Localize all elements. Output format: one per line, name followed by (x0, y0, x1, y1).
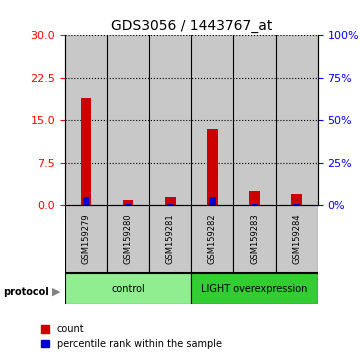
Bar (293, 204, 300, 205)
Bar (65, 273, 191, 304)
Text: GSM159284: GSM159284 (292, 213, 301, 264)
Bar (207, 129, 218, 205)
Bar (149, 205, 191, 273)
Bar (275, 205, 318, 273)
Bar (149, 35, 191, 205)
Text: ▶: ▶ (52, 287, 60, 297)
Bar (275, 35, 318, 205)
Bar (191, 273, 318, 304)
Bar (65, 205, 107, 273)
Text: control: control (111, 284, 145, 293)
Title: GDS3056 / 1443767_at: GDS3056 / 1443767_at (110, 19, 272, 33)
Text: protocol: protocol (4, 287, 49, 297)
Bar (125, 204, 131, 205)
Bar (191, 35, 234, 205)
Bar (123, 200, 134, 205)
Text: GSM159282: GSM159282 (208, 213, 217, 264)
Bar (83, 197, 89, 205)
Bar (209, 197, 216, 205)
Bar (234, 35, 275, 205)
Bar (191, 205, 234, 273)
Bar (291, 194, 302, 205)
Bar (167, 204, 173, 205)
Bar (107, 35, 149, 205)
Text: LIGHT overexpression: LIGHT overexpression (201, 284, 308, 293)
Bar (81, 98, 91, 205)
Text: GSM159280: GSM159280 (124, 213, 132, 264)
Text: GSM159281: GSM159281 (166, 213, 175, 264)
Bar (107, 205, 149, 273)
Bar (251, 204, 258, 205)
Bar (65, 35, 107, 205)
Legend: count, percentile rank within the sample: count, percentile rank within the sample (41, 324, 222, 349)
Text: GSM159283: GSM159283 (250, 213, 259, 264)
Text: GSM159279: GSM159279 (82, 213, 91, 264)
Bar (234, 205, 275, 273)
Bar (249, 191, 260, 205)
Bar (165, 197, 175, 205)
